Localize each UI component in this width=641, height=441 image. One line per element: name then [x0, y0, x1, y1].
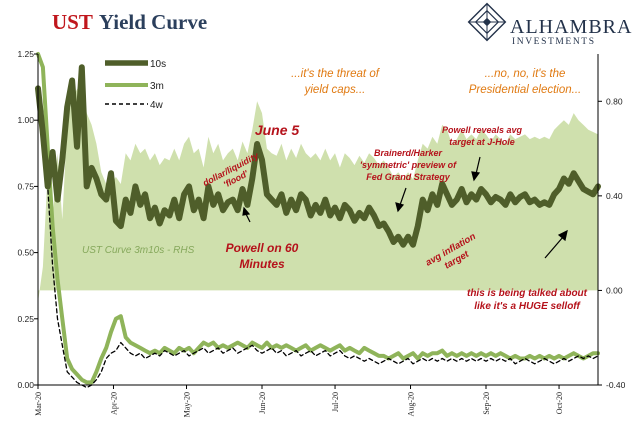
arrow-powell60 — [245, 213, 251, 223]
brand-name: ALHAMBRA — [510, 16, 632, 38]
annotation-june5: June 5 — [255, 122, 300, 138]
x-tick-label: May-20 — [183, 392, 192, 417]
x-tick-label: Oct-20 — [555, 392, 564, 414]
annotation-brainerd-line1: Brainerd/Harker — [374, 148, 443, 158]
title-accent: UST — [52, 10, 93, 34]
title-rest: Yield Curve — [99, 10, 207, 34]
left-tick-label: 1.00 — [17, 115, 34, 125]
left-axis-ticks: 0.00 0.25 0.50 0.75 1.00 1.25 — [17, 49, 38, 390]
x-axis-ticks: Mar-20 Apr-20 May-20 Jun-20 Jul-20 Aug-20 Sep-… — [34, 385, 564, 417]
annotation-powell60-line1: Powell on 60 — [226, 241, 299, 255]
annotation-brainerd-line2: 'symmetric' preview of — [360, 160, 457, 170]
series-area-curve-3m10s — [38, 77, 598, 303]
arrow-head-brainerd — [395, 202, 405, 213]
arrow-head-jhole — [471, 171, 481, 182]
legend: 10s 3m 4w — [105, 59, 166, 111]
annotation-election-line1: ...no, no, it's the — [485, 68, 566, 80]
x-tick-label: Mar-20 — [34, 392, 43, 416]
brand-subtitle: INVESTMENTS — [512, 37, 596, 47]
series-line-3m — [36, 52, 600, 385]
right-axis-ticks: -0.40 0.00 0.40 0.80 — [598, 96, 626, 390]
x-tick-label: Jun-20 — [258, 392, 267, 414]
annotation-brainerd-line3: Fed Grand Strategy — [366, 172, 451, 182]
right-tick-label: 0.80 — [606, 96, 623, 106]
arrow-head-selloff — [557, 229, 568, 242]
annotation-selloff-line2: like it's a HUGE selloff — [474, 301, 581, 312]
right-tick-label: -0.40 — [606, 380, 626, 390]
annotation-selloff-line1: this is being talked about — [467, 288, 588, 299]
left-tick-label: 1.25 — [17, 49, 34, 59]
left-tick-label: 0.25 — [17, 314, 34, 324]
x-tick-label: Apr-20 — [110, 392, 119, 415]
annotation-threat-line2: yield caps... — [304, 84, 366, 96]
annotation-election-line2: Presidential election... — [469, 84, 582, 96]
right-tick-label: 0.00 — [606, 285, 623, 295]
arrow-brainerd — [399, 187, 407, 206]
annotations: ...it's the threat of yield caps... ...n… — [82, 68, 588, 312]
annotation-jhole-line1: Powell reveals avg — [442, 125, 523, 135]
x-tick-label: Sep-20 — [482, 392, 491, 415]
series-line-10s — [35, 64, 601, 248]
legend-label-10s: 10s — [150, 59, 166, 70]
legend-label-3m: 3m — [150, 81, 164, 92]
left-tick-label: 0.00 — [17, 380, 34, 390]
annotation-curve-label: UST Curve 3m10s - RHS — [82, 245, 195, 256]
arrow-jhole — [475, 156, 481, 175]
annotation-arrows — [242, 156, 568, 259]
diamond-lattice-logo — [467, 2, 507, 42]
right-tick-label: 0.40 — [606, 191, 623, 201]
annotation-threat-line1: ...it's the threat of — [291, 68, 381, 80]
chart-title: UST Yield Curve — [52, 10, 207, 34]
annotation-powell60-line2: Minutes — [239, 257, 285, 271]
series-line-layer — [35, 52, 601, 389]
arrow-head-powell60 — [242, 206, 251, 216]
legend-label-4w: 4w — [150, 100, 164, 111]
x-tick-label: Aug-20 — [407, 392, 416, 416]
x-tick-label: Jul-20 — [331, 392, 340, 412]
arrow-selloff — [544, 236, 564, 259]
axes — [37, 54, 599, 386]
annotation-jhole-line2: target at J-Hole — [449, 137, 515, 147]
curve-area-layer — [38, 77, 598, 303]
left-tick-label: 0.75 — [17, 181, 34, 191]
series-line-4w — [37, 106, 599, 389]
left-tick-label: 0.50 — [17, 248, 34, 258]
